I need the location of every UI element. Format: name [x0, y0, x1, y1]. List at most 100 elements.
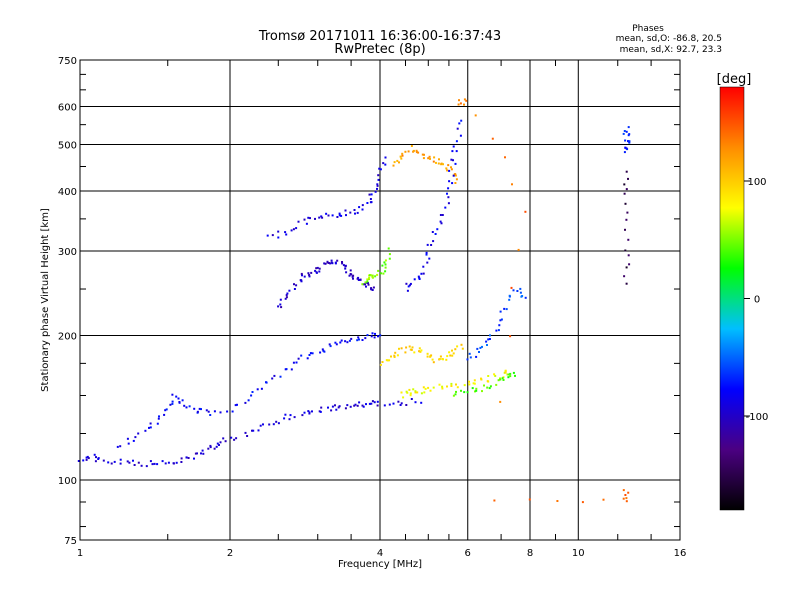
y-tick-label: 750 [58, 56, 77, 67]
data-point [153, 462, 156, 465]
data-point [623, 130, 626, 132]
data-point [400, 347, 403, 350]
data-point [164, 462, 167, 465]
data-point [461, 347, 464, 350]
data-point [624, 146, 627, 149]
data-point [401, 154, 404, 157]
data-point [452, 394, 455, 397]
data-point [314, 269, 317, 272]
data-point [457, 103, 460, 106]
data-point [144, 429, 147, 432]
data-point [418, 276, 421, 279]
data-point [285, 296, 288, 299]
data-point [369, 198, 372, 200]
data-point [429, 355, 432, 358]
data-point [481, 390, 483, 393]
data-point [483, 384, 485, 387]
data-point [244, 431, 247, 434]
data-point [87, 457, 90, 460]
data-point [321, 348, 324, 351]
data-point [384, 263, 387, 266]
data-point [627, 140, 629, 143]
data-point [286, 292, 289, 295]
data-point [361, 339, 364, 341]
data-point [359, 278, 362, 281]
data-point [481, 345, 483, 348]
data-point [460, 343, 463, 346]
data-point [366, 334, 369, 337]
data-point [323, 262, 326, 265]
data-point [441, 387, 444, 390]
data-point [423, 391, 426, 394]
data-point [493, 499, 496, 502]
data-point [623, 151, 626, 154]
data-point [196, 410, 199, 413]
data-point [409, 282, 412, 285]
data-point [417, 151, 420, 154]
data-point [171, 393, 174, 396]
data-point [474, 390, 476, 393]
data-point [305, 222, 308, 225]
x-tick-label: 8 [527, 548, 533, 559]
data-point [373, 336, 376, 339]
data-point [207, 447, 210, 450]
data-point [377, 178, 380, 181]
data-point [455, 390, 457, 393]
data-point [404, 351, 407, 354]
data-point [272, 423, 275, 426]
data-point [393, 356, 396, 358]
data-point [396, 354, 399, 357]
data-point [207, 410, 210, 413]
data-point [450, 168, 453, 171]
data-point [376, 183, 379, 186]
data-point [473, 382, 476, 385]
data-point [494, 374, 497, 377]
plot-frame [79, 59, 681, 541]
data-point [499, 400, 502, 403]
data-point [418, 347, 421, 350]
data-point [349, 211, 352, 214]
data-point [439, 214, 442, 216]
data-point [161, 460, 164, 463]
data-point [388, 253, 391, 256]
data-point [384, 156, 387, 159]
data-point [452, 352, 455, 355]
data-point [508, 298, 511, 301]
data-point [505, 308, 508, 311]
data-point [442, 358, 444, 361]
x-tick-labels: 1 2 4 6 8 10 16 [77, 548, 687, 559]
data-point [488, 387, 491, 390]
data-point [517, 248, 520, 251]
data-point [277, 422, 280, 425]
data-point [439, 220, 442, 223]
y-tick-label: 600 [58, 103, 77, 114]
data-point [205, 409, 208, 412]
data-point [378, 167, 381, 170]
data-point [468, 352, 471, 355]
data-point [418, 278, 421, 280]
data-point [86, 455, 89, 458]
data-point [408, 388, 411, 391]
data-point [354, 403, 357, 406]
data-point [334, 341, 337, 344]
data-point [351, 275, 354, 278]
data-point [426, 261, 429, 264]
colorbar-label: [deg] [717, 72, 752, 87]
data-point [279, 375, 282, 378]
data-point [414, 391, 417, 394]
x-tick-label: 2 [227, 548, 233, 559]
data-point [624, 494, 627, 496]
data-point [497, 379, 500, 382]
minor-ticks [80, 60, 680, 540]
data-point [392, 164, 395, 167]
data-point [308, 274, 311, 276]
data-point [452, 145, 455, 148]
data-point [397, 400, 400, 403]
data-point [331, 262, 334, 265]
data-point [489, 385, 492, 388]
data-point [119, 445, 122, 448]
data-point [440, 222, 443, 225]
x-tick-label: 6 [465, 548, 471, 559]
y-tick-label: 500 [58, 141, 77, 152]
data-point [420, 401, 423, 404]
